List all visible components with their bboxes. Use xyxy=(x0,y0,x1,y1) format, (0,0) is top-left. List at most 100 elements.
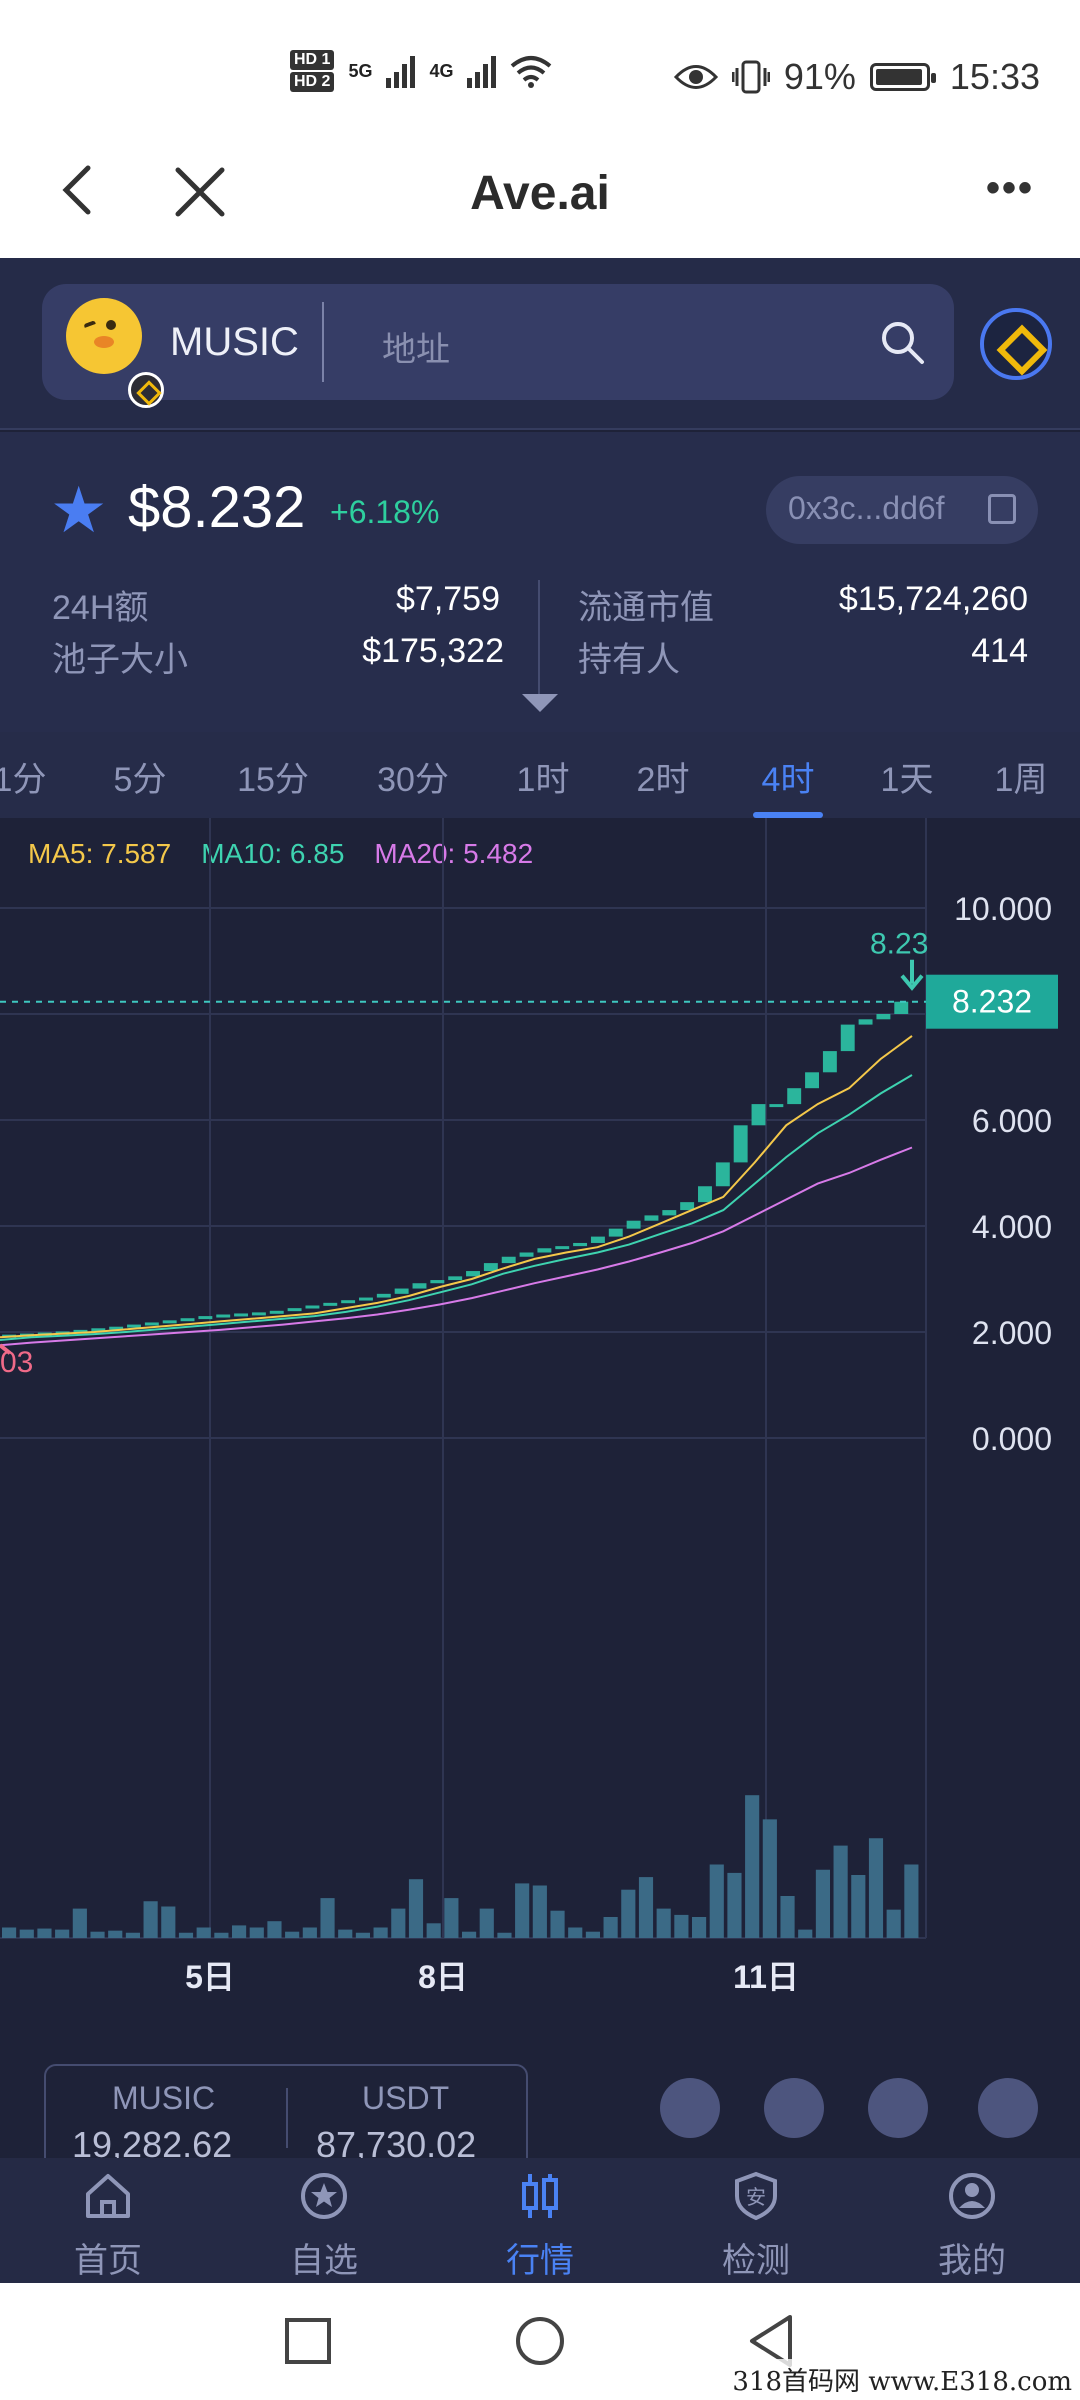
eye-icon xyxy=(673,65,718,89)
recents-square-icon[interactable] xyxy=(284,2317,332,2365)
hd-indicator: HD 1 HD 2 xyxy=(290,50,335,92)
volume-bar xyxy=(568,1927,583,1938)
ma10-label: MA10: 6.85 xyxy=(201,838,345,869)
search-input[interactable]: 地址 xyxy=(382,331,450,369)
more-menu-button[interactable]: ••• xyxy=(985,166,1034,210)
tab-4h[interactable]: 4时 xyxy=(761,761,815,799)
search-box[interactable]: MUSIC 地址 xyxy=(42,284,954,408)
volume-bar xyxy=(37,1928,52,1938)
wifi-icon xyxy=(511,56,552,88)
back-triangle-icon[interactable] xyxy=(746,2313,794,2369)
ma10-line xyxy=(0,1074,913,1341)
candlestick-chart[interactable]: 10.000 6.000 4.000 2.000 0.000 5日 8日 11日 8.232 8.… xyxy=(0,818,1080,2038)
timeframe-tabs: 1分 5分 15分 30分 1时 2时 4时 1天 1周 xyxy=(0,732,1080,818)
volume-bar xyxy=(143,1901,158,1938)
bottom-tab-bar: 首页 自选 行情 安 检测 xyxy=(0,2158,1080,2283)
browser-nav-bar: Ave.ai ••• xyxy=(0,130,1080,258)
volume-bar xyxy=(762,1819,777,1938)
volume-bar xyxy=(178,1932,194,1938)
volume-bar xyxy=(232,1925,247,1938)
price-chart[interactable]: MA5: 7.587 MA10: 6.85 MA20: 5.482 10.000… xyxy=(0,818,1080,2148)
high-price-label: 8.23 xyxy=(870,928,928,961)
candle xyxy=(733,1125,748,1163)
volume-bar xyxy=(72,1908,87,1938)
volume-label: 24H额 xyxy=(52,589,149,627)
candle xyxy=(644,1215,659,1221)
tab-home[interactable]: 首页 xyxy=(48,2170,168,2282)
candle xyxy=(394,1288,409,1294)
tab-watchlist-label: 自选 xyxy=(290,2242,358,2280)
volume-bar xyxy=(479,1908,494,1938)
tab-1d[interactable]: 1天 xyxy=(880,761,934,799)
tab-5m[interactable]: 5分 xyxy=(113,761,167,799)
candle xyxy=(590,1236,605,1243)
candle xyxy=(751,1104,766,1126)
search-icon[interactable] xyxy=(878,318,926,366)
tab-1w[interactable]: 1周 xyxy=(994,761,1048,799)
tab-mine[interactable]: 我的 xyxy=(912,2170,1032,2282)
vibrate-icon xyxy=(731,60,770,94)
volume-bar xyxy=(603,1917,618,1938)
holders-label: 持有人 xyxy=(578,641,680,679)
volume-bar xyxy=(408,1879,424,1938)
status-bar: HD 1 HD 2 5G 4G 91% 15:33 xyxy=(0,0,1080,150)
tab-check[interactable]: 安 检测 xyxy=(696,2170,816,2282)
ma5-label: MA5: 7.587 xyxy=(28,838,172,869)
volume-bar xyxy=(515,1883,530,1938)
volume-bar xyxy=(108,1930,123,1938)
volume-bar xyxy=(532,1885,547,1938)
volume-bar xyxy=(285,1931,300,1938)
candle xyxy=(180,1318,195,1322)
tab-watchlist[interactable]: 自选 xyxy=(264,2170,384,2282)
candle xyxy=(822,1051,837,1073)
candle xyxy=(269,1310,284,1314)
x-tick-label: 8日 xyxy=(418,1959,468,1995)
token-name[interactable]: MUSIC xyxy=(170,320,299,364)
chain-select-bnb-icon[interactable] xyxy=(980,308,1052,380)
expand-caret-icon[interactable] xyxy=(522,694,558,712)
volume-bar xyxy=(833,1845,848,1938)
candle xyxy=(680,1202,695,1211)
tab-1h[interactable]: 1时 xyxy=(516,761,570,799)
close-icon[interactable] xyxy=(172,164,228,220)
volume-bar xyxy=(462,1931,477,1938)
volume-bar xyxy=(161,1906,176,1938)
volume-bar xyxy=(656,1908,671,1938)
favorite-star-icon[interactable]: ★ xyxy=(50,474,108,546)
tab-15m[interactable]: 15分 xyxy=(237,761,309,799)
volume-bar xyxy=(851,1875,866,1938)
volume-bar xyxy=(621,1889,636,1938)
verified-shield-icon[interactable] xyxy=(868,2078,928,2138)
network-4g-label: 4G xyxy=(429,60,454,81)
candle xyxy=(715,1162,730,1187)
volume-bar xyxy=(886,1909,901,1938)
candle xyxy=(894,1001,909,1014)
volume-bar xyxy=(355,1932,370,1938)
home-icon xyxy=(86,2174,130,2218)
tab-market[interactable]: 行情 xyxy=(480,2170,600,2282)
tab-2h[interactable]: 2时 xyxy=(636,761,690,799)
y-tick-label: 4.000 xyxy=(972,1209,1052,1245)
volume-bar xyxy=(90,1931,105,1938)
copy-icon[interactable] xyxy=(988,494,1016,524)
contract-address-button[interactable]: 0x3c...dd6f xyxy=(766,476,1038,544)
candle xyxy=(840,1024,855,1052)
home-circle-icon[interactable] xyxy=(514,2315,566,2367)
candle xyxy=(626,1220,641,1229)
candle xyxy=(608,1228,623,1237)
candle xyxy=(251,1312,266,1316)
volume-bar xyxy=(391,1908,406,1938)
contract-address: 0x3c...dd6f xyxy=(788,490,945,526)
tab-30m[interactable]: 30分 xyxy=(377,761,449,799)
current-price-tag xyxy=(926,974,1058,1029)
back-arrow-icon[interactable] xyxy=(50,160,110,220)
current-price-text: 8.232 xyxy=(952,984,1032,1020)
more-dots-icon[interactable] xyxy=(978,2078,1038,2138)
tab-1m[interactable]: 1分 xyxy=(0,761,47,799)
swap-icon[interactable] xyxy=(660,2078,720,2138)
share-icon[interactable] xyxy=(764,2078,824,2138)
battery-percent: 91% xyxy=(783,56,856,97)
candle xyxy=(519,1252,534,1257)
pool-value: $175,322 xyxy=(362,632,504,670)
user-icon xyxy=(949,2173,995,2219)
